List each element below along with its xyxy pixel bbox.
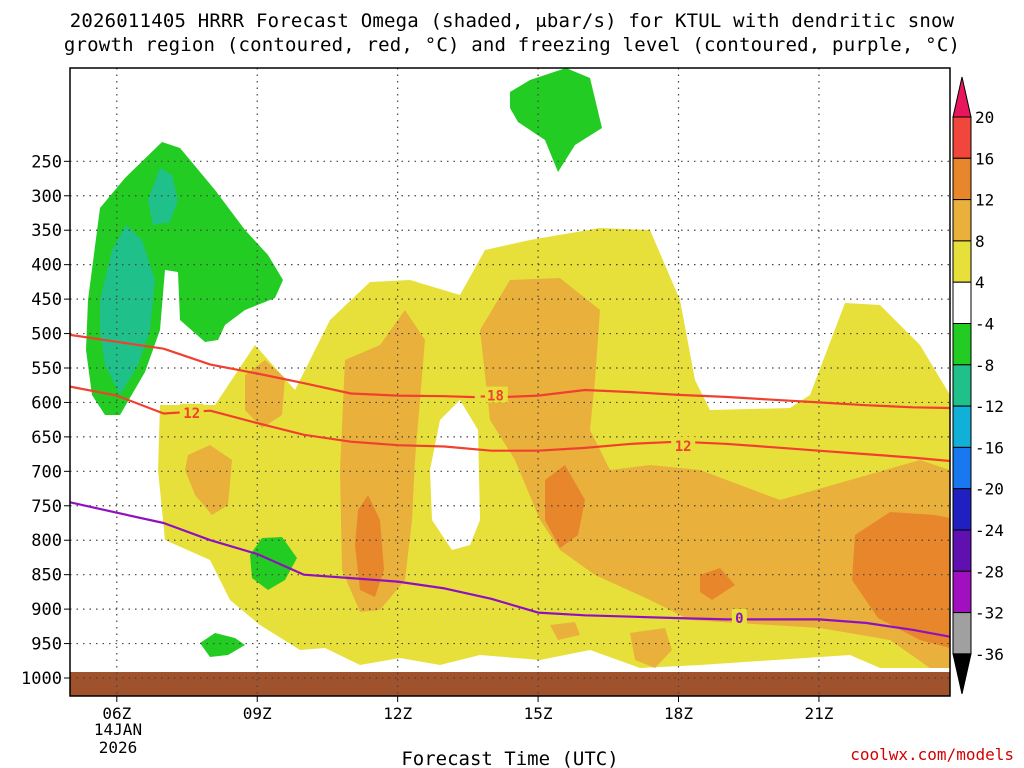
x-axis: 06Z 09Z 12Z 15Z 18Z 21Z: [102, 696, 834, 723]
colorbar-swatch: [952, 323, 972, 366]
colorbar-swatch: [952, 157, 972, 201]
contour-lines: [70, 333, 950, 638]
y-tick-label: 450: [31, 290, 62, 310]
omega-fill-neg8-neg12: [100, 225, 155, 395]
colorbar-swatch: [952, 529, 972, 572]
contour-label-bg: [671, 436, 696, 453]
contour-label: 0: [735, 611, 743, 627]
omega-fill-8-12: [550, 622, 580, 640]
contour-line: [70, 385, 950, 463]
colorbar-label: 12: [975, 191, 994, 210]
y-tick-label: 950: [31, 635, 62, 655]
contour-line: [70, 333, 950, 410]
y-tick-label: 700: [31, 462, 62, 482]
omega-fill-8-12: [185, 445, 232, 515]
chart-title-line-2: growth region (contoured, red, °C) and f…: [63, 34, 961, 56]
plot-frame: [69, 67, 951, 697]
y-tick-label: 550: [31, 359, 62, 379]
y-tick-label: 400: [31, 256, 62, 276]
colorbar-label: -12: [975, 397, 1004, 416]
colorbar-label: 16: [975, 149, 994, 168]
contour-line: [70, 501, 950, 638]
omega-fill-8-12: [480, 278, 950, 668]
x-tick-label: 18Z: [664, 704, 693, 723]
contour-label-bg: [474, 386, 508, 403]
chart-title-line-1: 2026011405 HRRR Forecast Omega (shaded, …: [69, 10, 955, 32]
colorbar-label: 20: [975, 108, 994, 127]
contour-label: 12: [183, 406, 200, 422]
colorbar-swatch: [952, 116, 972, 159]
contour-label-bg: [731, 609, 747, 626]
colorbar-label: -16: [975, 438, 1004, 457]
y-tick-label: 800: [31, 531, 62, 551]
contour-label: -18: [479, 389, 504, 405]
x-tick-label: 12Z: [383, 704, 412, 723]
y-axis: 250 300 350 400 450 500 550 600 650 700 750 800 850 9…: [21, 152, 70, 689]
y-tick-label: 350: [31, 221, 62, 241]
omega-fill-12-16: [545, 465, 585, 548]
y-tick-label: 750: [31, 497, 62, 517]
ground-strip: [70, 672, 950, 696]
omega-fill-8-12: [630, 628, 672, 668]
colorbar-label: -36: [975, 645, 1004, 664]
omega-hole: [300, 650, 322, 670]
colorbar-swatch: [952, 612, 972, 655]
colorbar-swatch: [952, 405, 972, 448]
omega-hole: [430, 400, 480, 550]
colorbar-swatch: [952, 446, 972, 490]
omega-fill-neg4-neg8: [200, 633, 245, 657]
contour-label: 12: [675, 439, 692, 455]
colorbar-cap-top: [952, 76, 972, 118]
omega-fill-12-16: [852, 512, 950, 648]
colorbar-swatch: [952, 488, 972, 531]
y-tick-label: 900: [31, 600, 62, 620]
colorbar-label: -24: [975, 521, 1004, 540]
x-tick-label: 21Z: [804, 704, 833, 723]
date-label-year: 2026: [99, 738, 138, 757]
colorbar-label: -4: [975, 315, 994, 334]
y-tick-label: 1000: [21, 669, 62, 689]
colorbar-cap-bottom: [952, 653, 972, 695]
omega-fill-neg4-neg8: [250, 537, 297, 590]
colorbar-swatch: [952, 240, 972, 283]
contour-labels: -18 12 12 0: [179, 386, 747, 627]
y-tick-label: 300: [31, 187, 62, 207]
colorbar-swatch: [952, 281, 972, 325]
y-tick-label: 650: [31, 428, 62, 448]
date-label-day: 14JAN: [94, 720, 142, 739]
colorbar-label: 8: [975, 232, 985, 251]
omega-fill-neg4-neg8: [510, 68, 602, 172]
y-tick-label: 500: [31, 325, 62, 345]
colorbar-label: -28: [975, 562, 1004, 581]
colorbar-swatch: [952, 570, 972, 614]
omega-fill-neg8-neg12: [148, 168, 178, 225]
x-tick-label: 06Z: [102, 704, 131, 723]
x-tick-label: 15Z: [524, 704, 553, 723]
colorbar-label: -20: [975, 480, 1004, 499]
colorbar-label: 4: [975, 273, 985, 292]
omega-fill-12-16: [700, 568, 735, 600]
credit-text: coolwx.com/models: [850, 745, 1014, 764]
colorbar: 20 16 12 8 4 -4 -8 -12 -16 -20 -24 -28 -32 -36: [952, 76, 1004, 695]
x-axis-title: Forecast Time (UTC): [401, 748, 618, 768]
omega-fill-12-16: [355, 495, 384, 597]
grid-lines: [70, 68, 950, 696]
contour-label-bg: [179, 403, 204, 420]
y-tick-label: 250: [31, 152, 62, 172]
colorbar-label: -8: [975, 356, 994, 375]
x-tick-label: 09Z: [243, 704, 272, 723]
colorbar-swatch: [952, 364, 972, 407]
colorbar-swatch: [952, 199, 972, 242]
y-tick-label: 600: [31, 393, 62, 413]
colorbar-label: -32: [975, 604, 1004, 623]
y-tick-label: 850: [31, 566, 62, 586]
omega-shading: [86, 68, 950, 670]
